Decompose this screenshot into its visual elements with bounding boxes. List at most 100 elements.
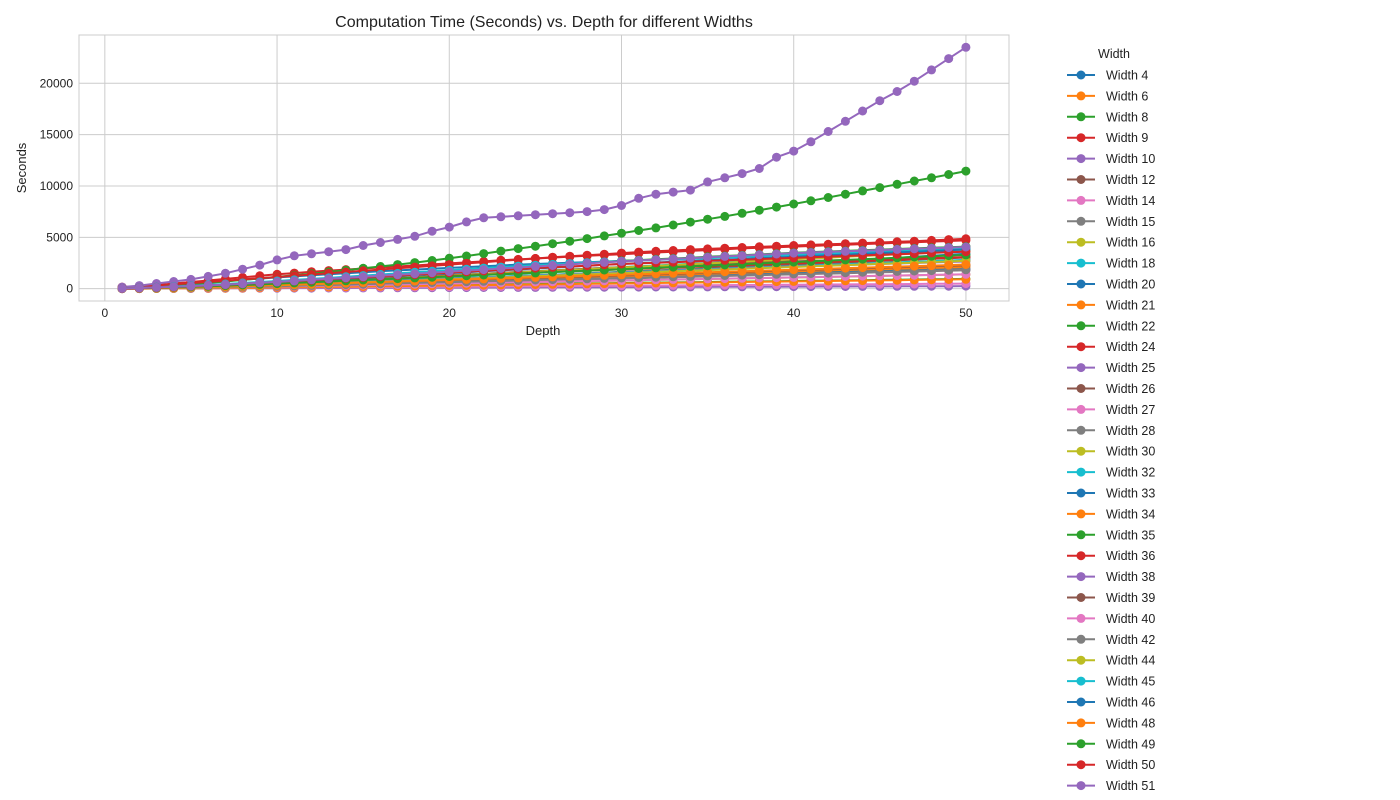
legend-marker: [1076, 175, 1086, 184]
data-point: [754, 164, 764, 173]
legend-marker: [1076, 425, 1086, 435]
legend-marker: [1076, 446, 1086, 456]
data-point: [548, 209, 558, 219]
legend-entry: Width 15: [1067, 215, 1155, 229]
data-point: [703, 244, 713, 254]
legend-label: Width 26: [1106, 382, 1155, 396]
legend-entry: Width 30: [1067, 445, 1155, 459]
legend-entry: Width 28: [1067, 424, 1155, 438]
data-point: [823, 264, 833, 274]
data-point: [272, 277, 282, 287]
data-point: [530, 262, 540, 271]
data-point: [737, 266, 747, 276]
series-width-51: [117, 242, 971, 293]
data-point: [944, 54, 954, 64]
data-point: [513, 211, 523, 221]
legend-label: Width 42: [1106, 633, 1155, 647]
y-tick-label: 10000: [40, 179, 74, 193]
data-point: [961, 242, 971, 252]
data-point: [685, 245, 695, 255]
legend-marker: [1076, 509, 1086, 519]
legend-marker: [1076, 321, 1086, 331]
data-point: [875, 262, 885, 272]
data-point: [496, 264, 506, 273]
data-point: [685, 253, 695, 263]
data-point: [703, 267, 713, 277]
data-point: [840, 189, 850, 199]
data-point: [565, 251, 575, 261]
data-point: [961, 234, 971, 244]
legend-marker: [1076, 467, 1086, 477]
data-point: [806, 196, 816, 206]
data-point: [462, 266, 471, 276]
data-point: [548, 261, 558, 270]
legend-entry: Width 26: [1067, 382, 1155, 396]
data-point: [772, 249, 781, 259]
data-point: [393, 270, 403, 280]
data-point: [307, 275, 316, 285]
legend-label: Width 38: [1106, 570, 1155, 584]
legend-marker: [1076, 697, 1086, 707]
legend-entry: Width 48: [1067, 716, 1155, 730]
data-point: [375, 238, 385, 247]
data-point: [307, 249, 316, 259]
data-point: [548, 239, 558, 249]
data-point: [668, 246, 678, 255]
legend-entry: Width 6: [1067, 89, 1148, 103]
data-point: [393, 234, 403, 244]
data-point: [617, 201, 626, 210]
data-point: [961, 260, 971, 269]
data-point: [651, 189, 661, 199]
series-layer: [117, 42, 971, 294]
legend-label: Width 24: [1106, 340, 1155, 354]
legend-title: Width: [1098, 47, 1130, 61]
data-point: [513, 263, 523, 272]
data-point: [823, 247, 833, 257]
data-point: [530, 241, 540, 251]
legend-entry: Width 38: [1067, 570, 1155, 584]
data-point: [668, 268, 678, 278]
legend-label: Width 39: [1106, 591, 1155, 605]
data-point: [892, 179, 902, 189]
data-point: [720, 267, 730, 277]
data-point: [789, 248, 799, 258]
data-point: [875, 183, 885, 193]
data-point: [565, 259, 575, 269]
legend-items: Width 4 Width 6 Width 8 Width 9 Width 10 Widt…: [1067, 69, 1155, 793]
data-point: [651, 246, 661, 256]
legend-marker: [1076, 154, 1086, 164]
legend-entry: Width 16: [1067, 236, 1155, 250]
data-point: [858, 238, 868, 248]
legend-label: Width 48: [1106, 716, 1155, 730]
x-tick-label: 40: [787, 306, 801, 320]
data-point: [203, 280, 213, 290]
legend-marker: [1076, 216, 1086, 226]
legend-label: Width 16: [1106, 236, 1155, 250]
data-point: [789, 146, 799, 156]
data-point: [186, 281, 196, 291]
legend-entry: Width 49: [1067, 737, 1155, 751]
legend-marker: [1076, 551, 1086, 561]
data-point: [892, 237, 902, 247]
data-point: [944, 170, 954, 179]
legend-entry: Width 32: [1067, 466, 1155, 480]
data-point: [513, 244, 523, 254]
data-point: [599, 257, 609, 267]
legend-entry: Width 44: [1067, 654, 1155, 668]
data-point: [134, 283, 144, 293]
legend-marker: [1076, 530, 1086, 540]
data-point: [238, 279, 248, 289]
data-point: [875, 238, 885, 247]
legend-label: Width 30: [1106, 445, 1155, 459]
data-point: [754, 250, 764, 260]
data-point: [289, 276, 299, 286]
legend-label: Width 46: [1106, 696, 1155, 710]
legend-marker: [1076, 70, 1086, 80]
data-point: [117, 283, 127, 293]
data-point: [462, 217, 471, 227]
data-point: [737, 208, 747, 218]
legend-entry: Width 20: [1067, 278, 1155, 292]
data-point: [358, 272, 368, 282]
legend-label: Width 40: [1106, 612, 1155, 626]
data-point: [840, 246, 850, 256]
